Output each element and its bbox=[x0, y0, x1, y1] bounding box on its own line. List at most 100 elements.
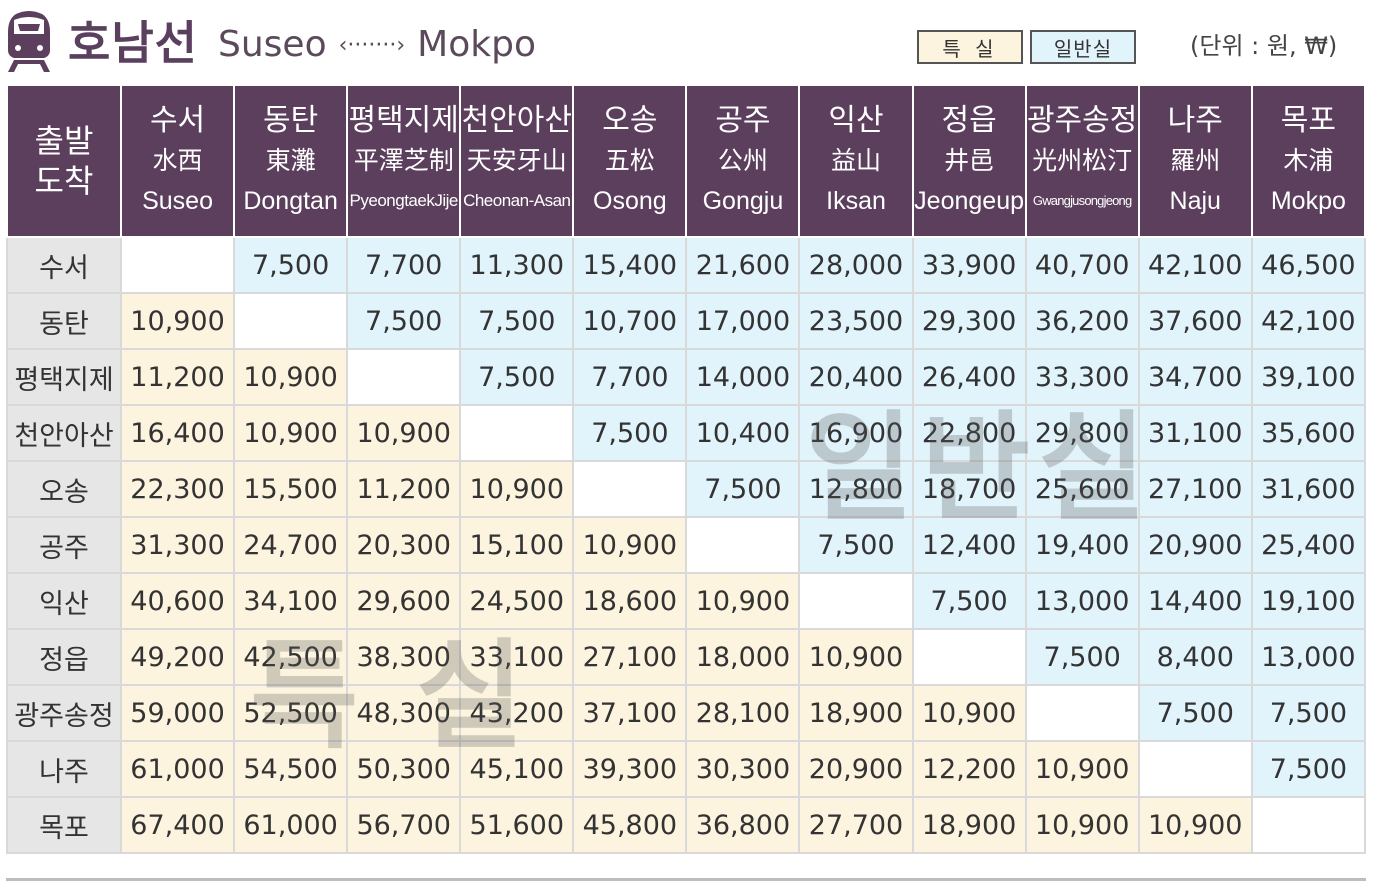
fare-cell-first: 11,200 bbox=[119, 348, 236, 406]
fare-cell-first: 61,000 bbox=[119, 740, 236, 798]
fare-cell-first: 22,300 bbox=[119, 460, 236, 518]
fare-cell-first: 49,200 bbox=[119, 628, 236, 686]
column-name-hanja: 水西 bbox=[152, 146, 203, 175]
fare-table: 출발 도착 수서 水西 Suseo 동탄 東灘 Dongtan 평택지제 平澤芝制 Pyeong… bbox=[6, 84, 1367, 854]
fare-cell-first: 10,900 bbox=[346, 404, 462, 462]
column-name-hanja: 公州 bbox=[717, 146, 768, 175]
fare-cell-first: 52,500 bbox=[233, 684, 349, 742]
empty-cell bbox=[685, 516, 801, 574]
column-header: 정읍 井邑 Jeongeup bbox=[911, 84, 1027, 238]
row-header: 광주송정 bbox=[6, 684, 122, 742]
fare-cell-first: 18,000 bbox=[685, 628, 801, 686]
column-name-en: Osong bbox=[593, 187, 667, 215]
fare-cell-general: 25,600 bbox=[1024, 460, 1140, 518]
empty-cell bbox=[119, 236, 236, 294]
fare-cell-general: 40,700 bbox=[1024, 236, 1140, 294]
table-row: 동탄 10,900 7,500 7,500 10,700 17,000 23,500 29,3… bbox=[6, 292, 1367, 350]
fare-cell-first: 10,900 bbox=[1137, 796, 1253, 854]
table-row: 수서 7,500 7,700 11,300 15,400 21,600 28,000 33,9… bbox=[6, 236, 1367, 294]
fare-cell-general: 7,500 bbox=[1250, 684, 1367, 742]
column-header: 오송 五松 Osong bbox=[572, 84, 688, 238]
fare-cell-general: 15,400 bbox=[572, 236, 688, 294]
column-name-ko: 동탄 bbox=[263, 103, 319, 138]
fare-cell-general: 25,400 bbox=[1250, 516, 1367, 574]
fare-cell-general: 7,500 bbox=[685, 460, 801, 518]
table-row: 익산 40,600 34,100 29,600 24,500 18,600 10,900 7,… bbox=[6, 572, 1367, 630]
column-name-hanja: 東灘 bbox=[265, 146, 316, 175]
fare-cell-general: 46,500 bbox=[1250, 236, 1367, 294]
fare-cell-general: 20,400 bbox=[798, 348, 914, 406]
train-icon bbox=[8, 11, 50, 72]
fare-cell-first: 18,900 bbox=[911, 796, 1027, 854]
fare-cell-general: 31,100 bbox=[1137, 404, 1253, 462]
fare-cell-first: 51,600 bbox=[459, 796, 575, 854]
fare-cell-general: 34,700 bbox=[1137, 348, 1253, 406]
fare-cell-first: 10,900 bbox=[911, 684, 1027, 742]
line-name: 호남선 bbox=[68, 16, 198, 70]
fare-cell-first: 12,200 bbox=[911, 740, 1027, 798]
fare-cell-general: 13,000 bbox=[1024, 572, 1140, 630]
fare-cell-general: 12,800 bbox=[798, 460, 914, 518]
column-name-ko: 목포 bbox=[1280, 103, 1336, 138]
column-name-en: Dongtan bbox=[243, 187, 338, 215]
fare-cell-general: 7,500 bbox=[798, 516, 914, 574]
route-to: Mokpo bbox=[417, 24, 536, 65]
fare-cell-general: 7,500 bbox=[1250, 740, 1367, 798]
empty-cell bbox=[798, 572, 914, 630]
header: 호남선 Suseo ‹·······› Mokpo 특 실 일반실 (단위 : 원,… bbox=[0, 0, 1380, 84]
bottom-rule bbox=[6, 878, 1366, 881]
fare-cell-general: 42,100 bbox=[1137, 236, 1253, 294]
empty-cell bbox=[346, 348, 462, 406]
legend-general-class: 일반실 bbox=[1030, 30, 1136, 64]
fare-cell-first: 10,900 bbox=[233, 404, 349, 462]
column-header: 나주 羅州 Naju bbox=[1137, 84, 1253, 238]
column-name-hanja: 平澤芝制 bbox=[353, 146, 454, 175]
fare-cell-general: 29,300 bbox=[911, 292, 1027, 350]
column-name-ko: 공주 bbox=[715, 103, 771, 138]
column-name-ko: 평택지제 bbox=[348, 103, 459, 138]
column-name-ko: 광주송정 bbox=[1026, 103, 1138, 138]
fare-cell-first: 33,100 bbox=[459, 628, 575, 686]
table-row: 광주송정 59,000 52,500 48,300 43,200 37,100 28,100… bbox=[6, 684, 1367, 742]
table-row: 오송 22,300 15,500 11,200 10,900 7,500 12,800 18,… bbox=[6, 460, 1367, 518]
fare-cell-general: 21,600 bbox=[685, 236, 801, 294]
column-name-ko: 천안아산 bbox=[461, 103, 572, 138]
empty-cell bbox=[1024, 684, 1140, 742]
unit-note: (단위 : 원, ₩) bbox=[1190, 32, 1338, 60]
fare-cell-general: 19,100 bbox=[1250, 572, 1367, 630]
route-from: Suseo bbox=[218, 24, 327, 65]
fare-cell-general: 7,500 bbox=[1024, 628, 1140, 686]
fare-cell-general: 13,000 bbox=[1250, 628, 1367, 686]
fare-cell-general: 31,600 bbox=[1250, 460, 1367, 518]
table-row: 평택지제 11,200 10,900 7,500 7,700 14,000 20,400 26… bbox=[6, 348, 1367, 406]
fare-cell-first: 10,900 bbox=[798, 628, 914, 686]
fare-cell-first: 50,300 bbox=[346, 740, 462, 798]
column-name-ko: 익산 bbox=[828, 103, 884, 138]
fare-cell-first: 45,800 bbox=[572, 796, 688, 854]
fare-cell-first: 27,700 bbox=[798, 796, 914, 854]
row-header: 익산 bbox=[6, 572, 122, 630]
fare-cell-first: 10,900 bbox=[233, 348, 349, 406]
row-header: 공주 bbox=[6, 516, 122, 574]
row-header: 수서 bbox=[6, 236, 122, 294]
fare-cell-general: 28,000 bbox=[798, 236, 914, 294]
fare-cell-general: 19,400 bbox=[1024, 516, 1140, 574]
column-name-ko: 오송 bbox=[602, 103, 658, 138]
fare-cell-general: 8,400 bbox=[1137, 628, 1253, 686]
fare-cell-first: 54,500 bbox=[233, 740, 349, 798]
column-name-hanja: 井邑 bbox=[944, 146, 995, 175]
fare-cell-first: 28,100 bbox=[685, 684, 801, 742]
column-name-en: Mokpo bbox=[1270, 187, 1346, 215]
fare-cell-first: 10,900 bbox=[459, 460, 575, 518]
fare-cell-first: 34,100 bbox=[233, 572, 349, 630]
fare-cell-first: 29,600 bbox=[346, 572, 462, 630]
fare-cell-general: 7,500 bbox=[346, 292, 462, 350]
row-header: 나주 bbox=[6, 740, 122, 798]
fare-cell-general: 37,600 bbox=[1137, 292, 1253, 350]
fare-cell-first: 24,500 bbox=[459, 572, 575, 630]
row-header: 목포 bbox=[6, 796, 122, 854]
column-header: 공주 公州 Gongju bbox=[685, 84, 801, 238]
fare-cell-general: 18,700 bbox=[911, 460, 1027, 518]
fare-cell-first: 16,400 bbox=[119, 404, 236, 462]
fare-cell-first: 48,300 bbox=[346, 684, 462, 742]
